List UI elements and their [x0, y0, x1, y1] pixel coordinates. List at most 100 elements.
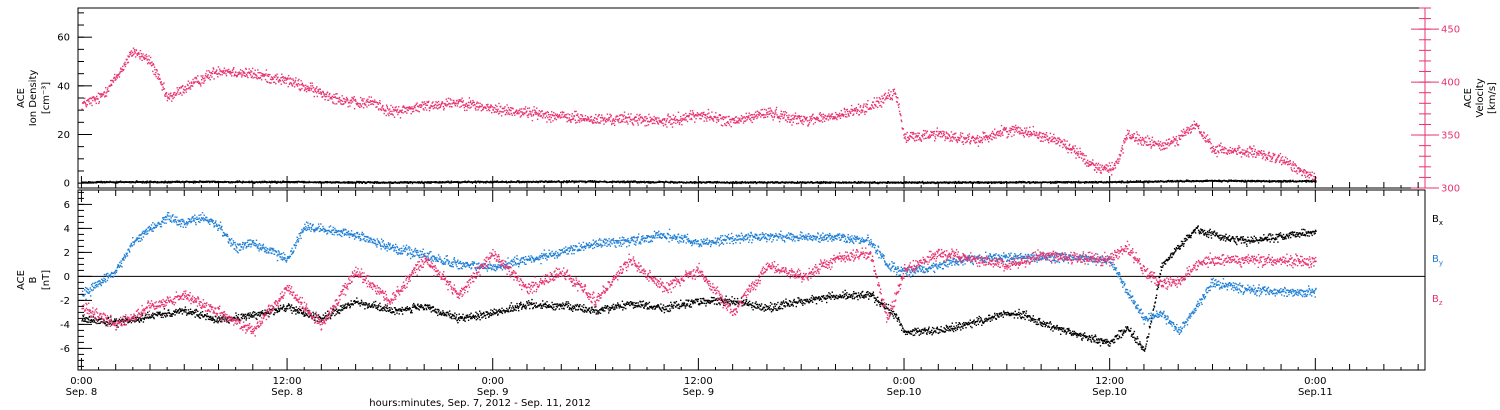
data-point-velocity: [281, 76, 283, 78]
data-point-velocity: [358, 105, 360, 107]
data-point-velocity: [1300, 169, 1303, 172]
data-point-velocity: [172, 93, 175, 96]
data-point-velocity: [922, 136, 924, 138]
data-point-density: [777, 181, 779, 183]
data-point-velocity: [830, 116, 833, 118]
data-point-velocity: [205, 72, 207, 75]
data-point-velocity: [1065, 147, 1067, 149]
data-point-velocity: [855, 107, 857, 109]
data-point-velocity: [592, 122, 594, 124]
data-point-velocity: [448, 103, 450, 105]
data-point-velocity: [129, 51, 132, 53]
data-point-density: [471, 181, 473, 183]
data-point-density: [954, 182, 956, 185]
data-point-velocity: [256, 78, 259, 80]
data-point-velocity: [560, 116, 563, 119]
data-point-velocity: [950, 131, 953, 133]
data-point-density: [521, 181, 524, 183]
data-point-velocity: [801, 122, 803, 124]
data-point-velocity: [1024, 131, 1026, 134]
data-point-velocity: [272, 78, 274, 80]
data-point-velocity: [632, 123, 634, 125]
data-point-velocity: [496, 105, 498, 108]
data-point-velocity: [986, 136, 989, 138]
data-point-velocity: [1256, 154, 1258, 156]
data-point-velocity: [1026, 127, 1028, 129]
data-point-velocity: [186, 83, 189, 86]
data-point-velocity: [1076, 152, 1079, 155]
data-point-velocity: [490, 105, 492, 107]
data-point-velocity: [668, 116, 670, 118]
data-point-velocity: [873, 107, 875, 109]
data-point-velocity: [1040, 132, 1042, 134]
data-point-velocity: [1246, 150, 1248, 152]
data-point-velocity: [832, 116, 834, 118]
data-point-velocity: [941, 135, 944, 138]
data-point-density: [856, 182, 859, 184]
data-point-velocity: [198, 82, 200, 85]
data-point-velocity: [691, 118, 693, 121]
data-point-velocity: [104, 95, 106, 97]
data-point-velocity: [618, 121, 620, 124]
data-point-density: [500, 180, 503, 183]
data-point-density: [351, 181, 354, 183]
data-point-density: [916, 181, 918, 184]
data-point-velocity: [362, 100, 364, 102]
data-point-velocity: [1071, 149, 1073, 151]
data-point-velocity: [621, 114, 624, 116]
data-point-velocity: [524, 113, 526, 115]
data-point-velocity: [1196, 124, 1198, 126]
data-point-velocity: [1134, 139, 1136, 142]
data-point-velocity: [152, 70, 154, 73]
data-point-velocity: [1063, 143, 1065, 146]
data-point-velocity: [567, 113, 569, 115]
data-point-velocity: [1059, 145, 1061, 147]
data-point-velocity: [315, 87, 317, 89]
data-point-velocity: [497, 108, 499, 111]
data-point-velocity: [1015, 124, 1017, 127]
data-point-velocity: [1006, 131, 1008, 133]
data-point-velocity: [1120, 150, 1123, 152]
data-point-velocity: [90, 102, 92, 104]
data-point-velocity: [265, 69, 268, 71]
data-point-velocity: [344, 100, 346, 103]
data-point-velocity: [256, 75, 258, 77]
data-point-velocity: [1012, 128, 1014, 131]
data-point-velocity: [938, 131, 940, 133]
data-point-velocity: [814, 117, 817, 120]
data-point-velocity: [984, 139, 986, 141]
data-point-density: [775, 181, 777, 183]
data-point-velocity: [1071, 148, 1073, 150]
data-point-velocity: [702, 112, 704, 114]
data-point-velocity: [656, 120, 658, 122]
data-point-velocity: [363, 102, 366, 105]
data-point-velocity: [1212, 145, 1214, 148]
data-point-velocity: [575, 122, 577, 124]
data-point-velocity: [1123, 142, 1125, 144]
data-point-velocity: [277, 80, 280, 82]
data-point-velocity: [1087, 165, 1090, 167]
data-point-density: [216, 181, 219, 184]
data-point-velocity: [1135, 139, 1137, 142]
data-point-velocity: [476, 102, 478, 105]
data-point-velocity: [604, 117, 606, 119]
data-point-velocity: [1143, 142, 1146, 144]
data-point-velocity: [880, 106, 883, 108]
data-point-velocity: [234, 74, 236, 77]
data-point-velocity: [881, 95, 883, 97]
data-point-density: [302, 182, 305, 184]
data-point-density: [976, 181, 979, 183]
data-point-density: [164, 180, 166, 182]
data-point-velocity: [168, 97, 170, 99]
data-point-velocity: [1169, 142, 1172, 145]
data-point-density: [192, 182, 195, 184]
data-point-velocity: [316, 86, 318, 88]
data-point-velocity: [1002, 134, 1004, 136]
data-point-velocity: [381, 107, 383, 109]
data-point-velocity: [1200, 131, 1202, 133]
data-point-velocity: [720, 124, 723, 126]
data-point-density: [575, 181, 577, 183]
data-point-velocity: [905, 141, 908, 143]
data-point-velocity: [1176, 140, 1178, 142]
data-point-density: [621, 180, 624, 183]
